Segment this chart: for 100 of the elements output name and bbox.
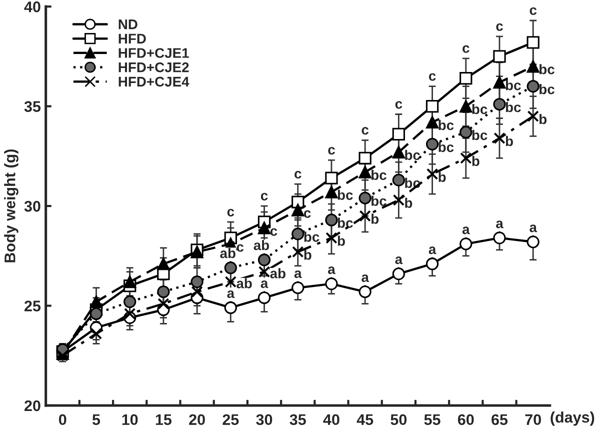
point: [326, 232, 338, 244]
annotation: b: [304, 250, 312, 260]
annotation: b: [372, 214, 379, 224]
point: [358, 166, 372, 178]
point: [426, 168, 438, 180]
annotation: bc: [338, 190, 353, 200]
legend-label: HFD+CJE2: [118, 62, 189, 72]
y-tick-label: 30: [24, 200, 40, 212]
point: [358, 152, 372, 164]
annotation: bc: [338, 218, 353, 228]
point: [460, 72, 472, 85]
x-tick-label: 35: [290, 414, 306, 426]
x-tick-label: 65: [492, 414, 508, 426]
point: [493, 76, 506, 89]
annotation: ab: [270, 268, 286, 278]
annotation: b: [472, 156, 480, 166]
point: [292, 204, 304, 216]
legend-label: HFD+CJE1: [118, 48, 189, 58]
legend-label: HFD+CJE4: [118, 76, 190, 87]
annotation: bc: [540, 84, 554, 94]
point: [325, 186, 338, 198]
annotation: c: [270, 228, 278, 236]
annotation: c: [294, 170, 302, 179]
x-tick-label: 70: [525, 414, 541, 426]
y-tick-label: 40: [24, 1, 40, 12]
annotation: a: [496, 220, 504, 228]
x-tick-label: 45: [356, 414, 374, 426]
x-tick-label: 60: [458, 414, 474, 426]
point: [493, 98, 506, 111]
x-tick-label: 10: [122, 414, 138, 426]
point: [325, 172, 338, 184]
annotation: ab: [254, 240, 270, 250]
y-tick-label: 25: [24, 300, 41, 312]
annotation: a: [328, 266, 336, 274]
y-tick-label: 20: [24, 400, 40, 412]
annotation: c: [496, 23, 503, 31]
annotation: c: [236, 244, 244, 252]
annotation: bc: [540, 64, 554, 74]
point: [224, 276, 236, 288]
annotation: bc: [438, 142, 454, 152]
annotation: a: [294, 270, 302, 278]
point: [224, 301, 237, 314]
point: [124, 275, 136, 288]
annotation: c: [395, 101, 402, 109]
point: [292, 281, 304, 294]
point: [526, 236, 540, 248]
point: [124, 308, 136, 320]
annotation: a: [462, 226, 470, 234]
point: [292, 246, 304, 258]
point: [392, 194, 405, 206]
point: [358, 192, 372, 204]
annotation: c: [260, 192, 268, 200]
point: [157, 285, 170, 298]
point: [460, 100, 472, 113]
annotation: c: [328, 147, 335, 155]
annotation: bc: [372, 170, 386, 180]
point: [124, 295, 136, 308]
y-axis-title: Body weight (g): [4, 149, 18, 262]
x-tick-label: 0: [58, 414, 66, 426]
x-tick-label: 30: [256, 414, 272, 426]
point: [526, 36, 540, 49]
point: [358, 285, 372, 298]
x-tick-label: 5: [92, 414, 100, 426]
annotation: bc: [506, 80, 521, 90]
annotation: a: [530, 224, 538, 232]
annotation: c: [227, 208, 234, 216]
annotation: a: [395, 256, 403, 264]
annotation: c: [530, 7, 537, 15]
point: [359, 210, 371, 222]
point: [460, 238, 472, 250]
annotation: b: [405, 198, 412, 208]
point: [190, 275, 204, 288]
point: [292, 228, 304, 240]
annotation: bc: [438, 120, 454, 130]
annotation: a: [362, 274, 370, 282]
annotation: a: [428, 246, 436, 254]
y-tick-label: 35: [24, 101, 41, 112]
annotation: a: [227, 290, 235, 298]
point: [460, 126, 472, 139]
annotation: a: [260, 280, 268, 288]
point: [392, 128, 405, 141]
point: [426, 258, 439, 270]
annotation: bc: [405, 150, 420, 160]
point: [258, 291, 271, 304]
point: [258, 266, 270, 278]
x-tick-label: 15: [156, 414, 172, 426]
point: [460, 152, 472, 164]
annotation: c: [362, 127, 369, 135]
point: [191, 286, 203, 298]
point: [426, 116, 439, 129]
annotation: b: [540, 114, 547, 124]
annotation: ab: [220, 248, 236, 258]
x-tick-label: 25: [222, 414, 239, 426]
x-tick-label: 55: [424, 414, 440, 426]
point: [90, 328, 102, 340]
point: [158, 298, 170, 310]
point: [392, 268, 405, 280]
point: [224, 262, 237, 274]
annotation: c: [304, 210, 311, 218]
annotation: bc: [372, 196, 386, 206]
